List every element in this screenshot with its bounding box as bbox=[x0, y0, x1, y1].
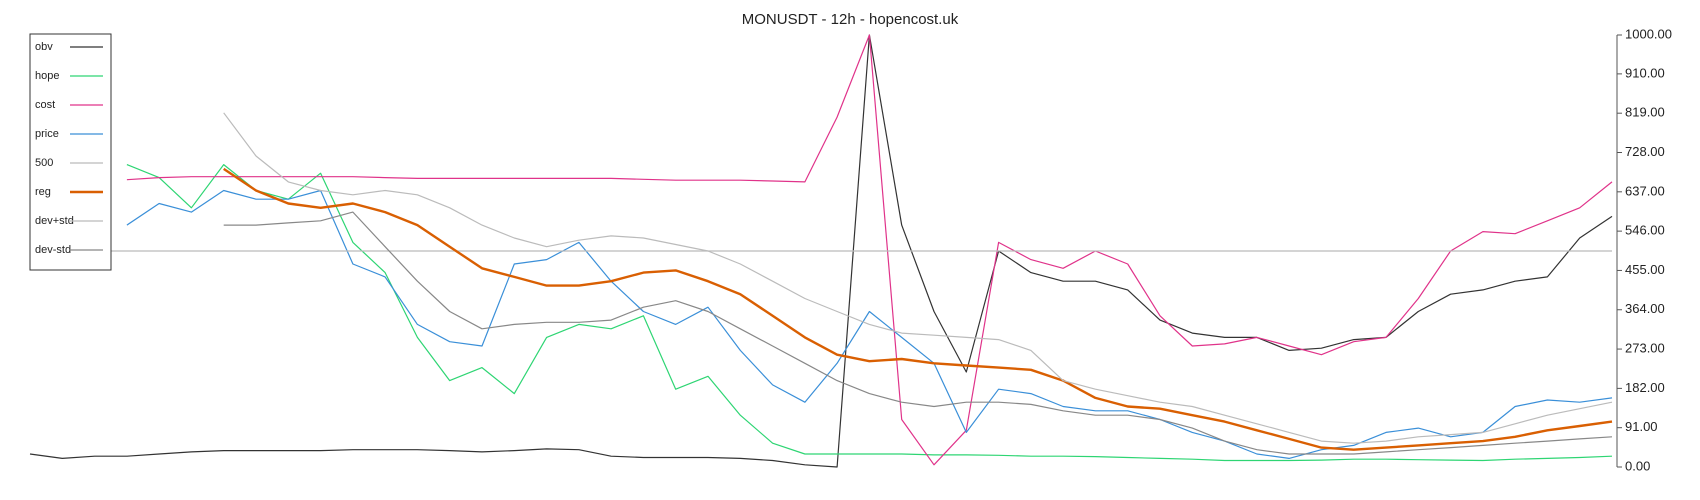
legend-label: cost bbox=[35, 99, 55, 111]
legend-label: dev-std bbox=[35, 244, 71, 256]
series-line bbox=[223, 112, 1613, 444]
series-line bbox=[126, 189, 1613, 459]
legend-label: price bbox=[35, 128, 59, 140]
legend-box bbox=[29, 33, 112, 271]
y-tick-label: 910.00 bbox=[1625, 65, 1665, 80]
y-tick-label: 91.00 bbox=[1625, 419, 1658, 434]
y-tick-label: 0.00 bbox=[1625, 458, 1650, 473]
y-tick-label: 182.00 bbox=[1625, 380, 1665, 395]
legend-label: 500 bbox=[35, 157, 53, 169]
y-tick-label: 728.00 bbox=[1625, 144, 1665, 159]
y-tick-label: 455.00 bbox=[1625, 262, 1665, 277]
y-tick-label: 273.00 bbox=[1625, 341, 1665, 356]
y-tick-label: 546.00 bbox=[1625, 223, 1665, 238]
legend-label: hope bbox=[35, 70, 59, 82]
series-line bbox=[29, 34, 1613, 468]
series-line bbox=[126, 34, 1613, 466]
y-tick-label: 819.00 bbox=[1625, 105, 1665, 120]
y-tick-label: 637.00 bbox=[1625, 183, 1665, 198]
legend-label: obv bbox=[35, 41, 53, 53]
y-tick-label: 1000.00 bbox=[1625, 26, 1672, 41]
chart-title: MONUSDT - 12h - hopencost.uk bbox=[742, 11, 959, 28]
series-line bbox=[223, 167, 1613, 451]
series-line bbox=[223, 211, 1613, 455]
series-line bbox=[126, 164, 1613, 462]
legend-label: reg bbox=[35, 186, 51, 198]
legend-label: dev+std bbox=[35, 215, 74, 227]
y-tick-label: 364.00 bbox=[1625, 301, 1665, 316]
